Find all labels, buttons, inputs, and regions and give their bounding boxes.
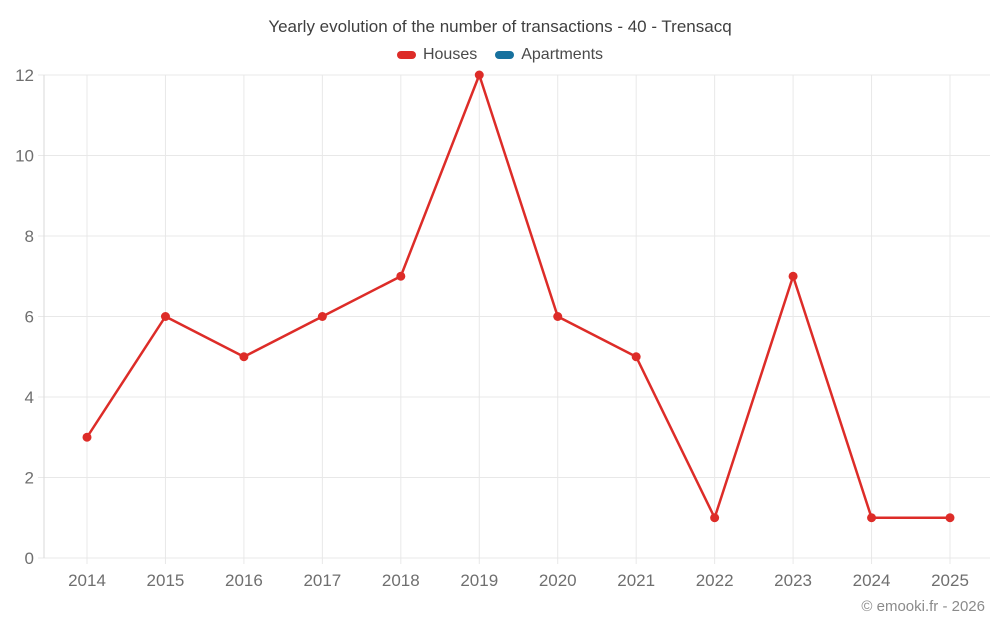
- houses-point-marker[interactable]: [945, 513, 955, 523]
- houses-point-marker[interactable]: [867, 513, 877, 523]
- houses-point-marker[interactable]: [317, 312, 327, 321]
- houses-point-marker[interactable]: [788, 271, 798, 281]
- y-tick-label: 4: [25, 388, 34, 407]
- y-tick-label: 10: [15, 147, 34, 166]
- y-tick-label: 2: [25, 469, 34, 488]
- houses-point-marker[interactable]: [631, 352, 641, 362]
- x-tick-label: 2019: [460, 571, 498, 590]
- houses-point-marker[interactable]: [396, 271, 406, 281]
- x-tick-label: 2016: [225, 571, 263, 590]
- houses-point-marker[interactable]: [474, 70, 484, 80]
- apartments-swatch-icon: [495, 51, 515, 59]
- legend-label: Houses: [422, 46, 478, 63]
- houses-line: [85, 73, 950, 519]
- x-tick-label: 2014: [68, 571, 106, 590]
- y-tick-label: 8: [25, 227, 34, 246]
- chart-title: Yearly evolution of the number of transa…: [268, 17, 732, 36]
- y-tick-label: 6: [25, 308, 34, 327]
- chart-legend: Houses Apartments: [0, 46, 1000, 64]
- x-tick-label: 2020: [539, 571, 577, 590]
- x-tick-label: 2022: [696, 571, 734, 590]
- legend-item-apartments[interactable]: Apartments: [495, 46, 603, 64]
- houses-point-marker[interactable]: [239, 352, 249, 362]
- legend-item-houses[interactable]: Houses: [396, 46, 478, 64]
- x-tick-label: 2024: [853, 571, 891, 590]
- houses-point-marker[interactable]: [160, 312, 170, 321]
- x-tick-label: 2015: [147, 571, 185, 590]
- legend-label: Apartments: [521, 46, 604, 63]
- x-tick-label: 2025: [931, 571, 969, 590]
- attribution: © emooki.fr - 2026: [861, 598, 985, 615]
- y-tick-label: 0: [25, 549, 34, 568]
- houses-swatch-icon: [396, 51, 416, 59]
- y-tick-label: 12: [15, 66, 34, 85]
- houses-point-marker[interactable]: [82, 432, 92, 442]
- x-tick-label: 2017: [303, 571, 341, 590]
- houses-point-marker[interactable]: [710, 513, 720, 523]
- x-tick-label: 2018: [382, 571, 420, 590]
- x-tick-label: 2023: [774, 571, 812, 590]
- x-tick-label: 2021: [617, 571, 655, 590]
- houses-point-marker[interactable]: [553, 312, 563, 321]
